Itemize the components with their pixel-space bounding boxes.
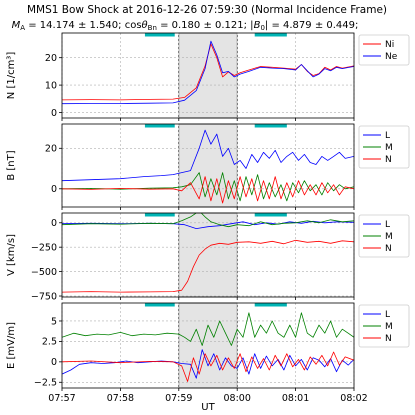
series-line-N — [62, 239, 354, 293]
series-line-N — [62, 176, 354, 204]
legend-box — [358, 34, 410, 66]
interval-bar — [254, 124, 287, 128]
series-line-L — [62, 129, 354, 182]
legend: Ni Ne — [358, 34, 410, 66]
y-tick-label: −750 — [31, 291, 57, 302]
y-tick-label: 20 — [45, 53, 57, 64]
legend-label-N: N — [385, 334, 392, 344]
axes-frame — [61, 302, 355, 389]
interval-bar — [254, 303, 287, 307]
legend: LMN — [358, 125, 410, 169]
y-tick-label: 2.5 — [42, 337, 57, 348]
interval-bar — [254, 213, 287, 217]
legend: LMN — [358, 214, 410, 258]
series-line-Ni — [62, 43, 354, 101]
legend-box — [358, 125, 410, 169]
x-tick-label: 07:59 — [165, 393, 192, 404]
y-tick-label: 0 — [51, 184, 57, 195]
y-tick-label: 0 — [51, 357, 57, 368]
y-tick-label: 0 — [51, 108, 57, 119]
x-tick-label: 08:01 — [282, 393, 309, 404]
x-axis-label: UT — [201, 402, 215, 413]
y-axis-label: N [1/cm³] — [6, 52, 17, 100]
legend-label-M: M — [385, 322, 393, 332]
legend-label-Ne: Ne — [385, 52, 398, 62]
legend-label-Ni: Ni — [385, 40, 394, 50]
legend-label-L: L — [385, 310, 390, 320]
y-tick-label: 5 — [51, 316, 57, 327]
interval-bar — [144, 213, 175, 217]
panel-velocity: 0 −250 −500 −750 V [km/s] LMN — [6, 212, 410, 302]
legend-label-M: M — [385, 143, 393, 153]
y-axis-label: B [nT] — [6, 150, 17, 180]
legend-label-L: L — [385, 220, 390, 230]
y-tick-label: 10 — [45, 80, 57, 91]
axes-frame — [61, 32, 355, 119]
panel-density: 0 10 20 N [1/cm³] Ni Ne — [6, 32, 410, 121]
y-tick-label: 20 — [45, 144, 57, 155]
series-line-M — [62, 172, 354, 202]
axes-frame — [61, 212, 355, 298]
legend-label-N: N — [385, 155, 392, 165]
series-line-N — [62, 351, 354, 382]
interval-bar — [144, 124, 175, 128]
legend-box — [358, 214, 410, 258]
figure-title: MMS1 Bow Shock at 2016-12-26 07:59:30 (N… — [27, 4, 387, 16]
axes-frame — [61, 123, 355, 208]
panel-electric_field: 5 2.5 0 −2.5 E [mV/m] LMN 07:57 07:58 07:59 08:00… — [6, 302, 410, 404]
panel-magnetic_field: 0 20 B [nT] LMN — [6, 123, 410, 210]
interval-bar — [254, 33, 287, 37]
shaded-interval — [178, 32, 238, 119]
interval-bar — [144, 303, 175, 307]
interval-bar — [144, 33, 175, 37]
y-tick-label: 0 — [51, 218, 57, 229]
x-tick-label: 08:02 — [340, 393, 367, 404]
series-line-M — [62, 312, 354, 346]
legend: LMN — [358, 304, 410, 348]
x-tick-label: 08:00 — [224, 393, 251, 404]
y-axis-label: E [mV/m] — [6, 322, 17, 369]
series-line-Ne — [62, 40, 354, 105]
y-tick-label: −500 — [31, 267, 57, 278]
figure-subtitle: MA = 14.174 ± 1.540; cosθBn = 0.180 ± 0.… — [12, 20, 359, 32]
legend-label-N: N — [385, 244, 392, 254]
x-tick-label: 07:57 — [48, 393, 75, 404]
series-line-M — [62, 213, 354, 228]
legend-label-M: M — [385, 232, 393, 242]
shaded-interval — [178, 302, 238, 389]
y-tick-label: −2.5 — [34, 378, 57, 389]
y-tick-label: −250 — [31, 242, 57, 253]
y-axis-label: V [km/s] — [6, 234, 17, 276]
legend-label-L: L — [385, 131, 390, 141]
legend-box — [358, 304, 410, 348]
x-tick-label: 07:58 — [107, 393, 134, 404]
